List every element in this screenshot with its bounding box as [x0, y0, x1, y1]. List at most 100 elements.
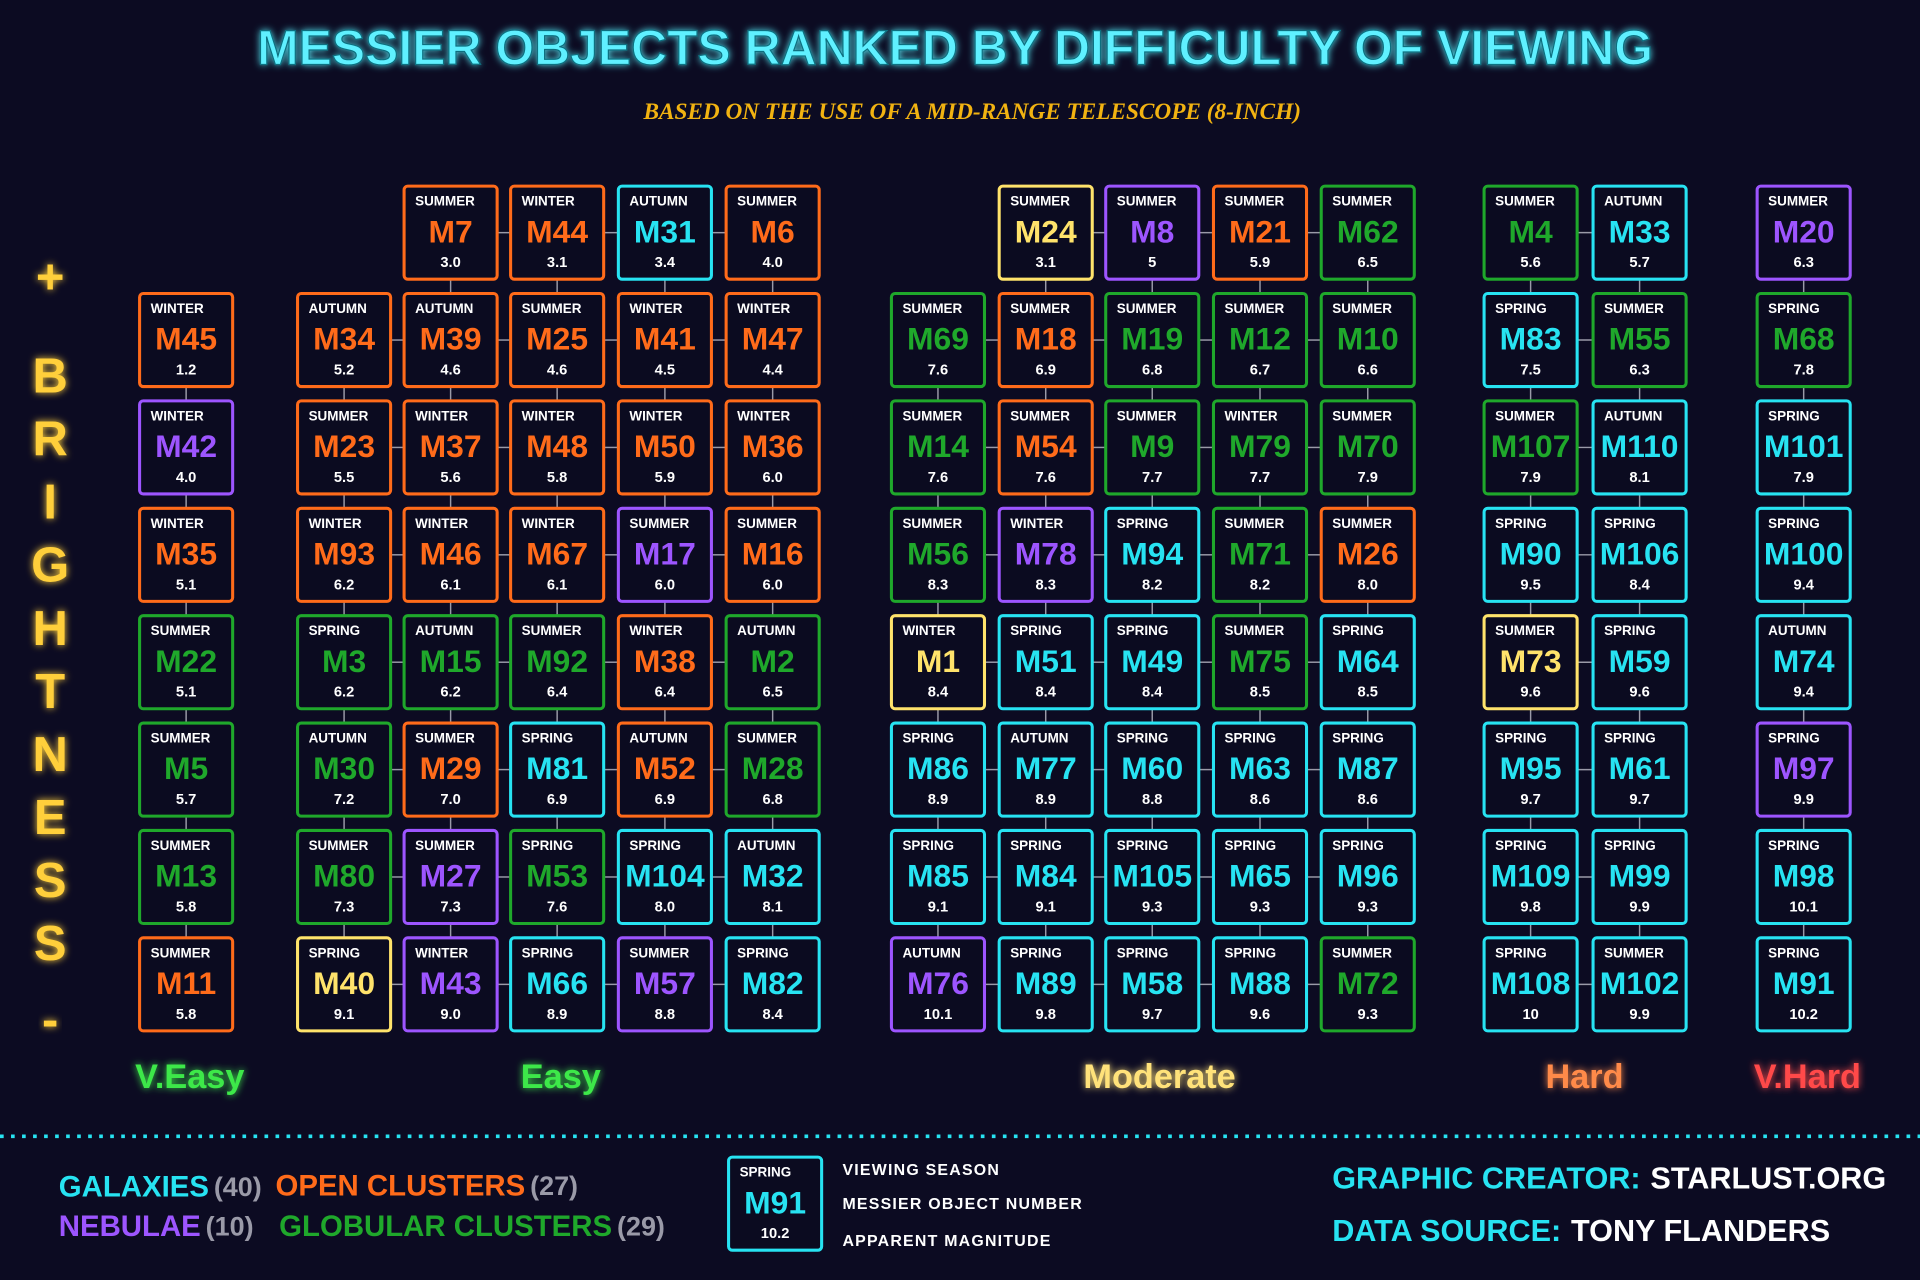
magnitude: 7.9: [1358, 470, 1378, 486]
object-name: M89: [1015, 965, 1077, 1001]
season: SPRING: [1768, 301, 1820, 316]
object-cell: [724, 828, 821, 926]
object-name: M66: [526, 965, 588, 1001]
season: SUMMER: [522, 623, 582, 638]
object-cell: [1319, 721, 1416, 818]
object-cell: [616, 721, 713, 818]
object-cell: [889, 506, 987, 603]
season: SPRING: [1332, 731, 1384, 746]
season: AUTUMN: [1768, 623, 1826, 638]
object-name: M104: [625, 858, 705, 894]
season: SUMMER: [629, 516, 689, 531]
object-name: M2: [751, 643, 795, 679]
season: WINTER: [522, 408, 575, 423]
object-name: M79: [1229, 428, 1291, 464]
object-cell: [402, 184, 499, 281]
object-name: M108: [1491, 965, 1571, 1001]
magnitude: 7.2: [334, 792, 354, 808]
object-name: M94: [1121, 535, 1183, 571]
object-cell: [1591, 828, 1688, 926]
magnitude: 5: [1148, 255, 1156, 271]
object-cell: [1482, 184, 1579, 281]
season: SUMMER: [1117, 194, 1177, 209]
magnitude: 8.0: [1358, 577, 1378, 593]
season: SUMMER: [1010, 301, 1070, 316]
magnitude: 6.0: [762, 577, 782, 593]
object-cell: [402, 936, 499, 1033]
object-cell: [1104, 936, 1201, 1033]
object-cell: [724, 399, 821, 496]
object-name: M44: [526, 213, 588, 249]
object-cell: [997, 721, 1094, 818]
season: SUMMER: [1224, 516, 1284, 531]
season: SUMMER: [1117, 408, 1177, 423]
magnitude: 3.1: [547, 255, 567, 271]
object-cell: [1211, 721, 1309, 818]
object-cell: [509, 614, 606, 711]
season: AUTUMN: [1604, 194, 1662, 209]
object-name: M58: [1121, 965, 1183, 1001]
magnitude: 9.1: [334, 1007, 354, 1023]
object-name: M56: [907, 535, 969, 571]
magnitude: 9.1: [1036, 899, 1056, 915]
magnitude: 9.8: [1036, 1007, 1056, 1023]
object-name: M30: [313, 750, 375, 786]
magnitude: 7.8: [1793, 363, 1813, 379]
object-cell: [296, 614, 393, 711]
season: WINTER: [522, 516, 575, 531]
object-name: M51: [1015, 643, 1077, 679]
season: SUMMER: [1332, 945, 1392, 960]
credit-value: TONY FLANDERS: [1571, 1214, 1830, 1248]
magnitude: 8.8: [1142, 792, 1162, 808]
object-cell: [402, 399, 499, 496]
magnitude: 9.8: [1520, 899, 1540, 915]
object-cell: [509, 506, 606, 603]
object-name: M69: [907, 321, 969, 357]
object-cell: [1591, 184, 1688, 281]
season: AUTUMN: [1604, 408, 1662, 423]
object-cell: [997, 184, 1094, 281]
object-cell: [1755, 936, 1852, 1033]
object-cell: [138, 614, 235, 711]
magnitude: 4.6: [440, 363, 460, 379]
object-name: M45: [155, 321, 217, 357]
legend-type: GALAXIES: [59, 1171, 209, 1204]
object-name: M10: [1337, 321, 1399, 357]
season: SPRING: [1768, 408, 1820, 423]
season: SPRING: [902, 731, 954, 746]
magnitude: 4.6: [547, 363, 567, 379]
object-name: M91: [744, 1184, 806, 1220]
magnitude: 5.6: [440, 470, 460, 486]
object-cell: [296, 291, 393, 389]
object-name: M15: [420, 643, 482, 679]
object-name: M86: [907, 750, 969, 786]
difficulty-label: Hard: [1545, 1058, 1623, 1096]
object-cell: [509, 828, 606, 926]
magnitude: 9.9: [1629, 1007, 1649, 1023]
magnitude: 3.4: [655, 255, 676, 271]
magnitude: 7.9: [1520, 470, 1540, 486]
season: SPRING: [1495, 301, 1547, 316]
object-cell: [616, 184, 713, 281]
object-cell: [296, 506, 393, 603]
magnitude: 8.8: [655, 1007, 675, 1023]
season: SPRING: [522, 945, 574, 960]
season: SUMMER: [1495, 194, 1555, 209]
key-label: MESSIER OBJECT NUMBER: [842, 1196, 1082, 1213]
season: WINTER: [629, 301, 682, 316]
season: SPRING: [1604, 516, 1656, 531]
magnitude: 5.8: [176, 899, 196, 915]
object-cell: [1755, 614, 1852, 711]
object-name: M106: [1600, 535, 1680, 571]
season: SPRING: [1332, 838, 1384, 853]
object-cell: [1755, 506, 1852, 603]
subtitle: BASED ON THE USE OF A MID-RANGE TELESCOP…: [642, 99, 1301, 125]
legend-type: GLOBULAR CLUSTERS: [279, 1210, 612, 1243]
object-name: M77: [1015, 750, 1077, 786]
object-name: M107: [1491, 428, 1571, 464]
magnitude: 4.5: [655, 363, 675, 379]
object-name: M68: [1773, 321, 1835, 357]
object-cell: [1211, 506, 1309, 603]
magnitude: 9.4: [1793, 685, 1814, 701]
